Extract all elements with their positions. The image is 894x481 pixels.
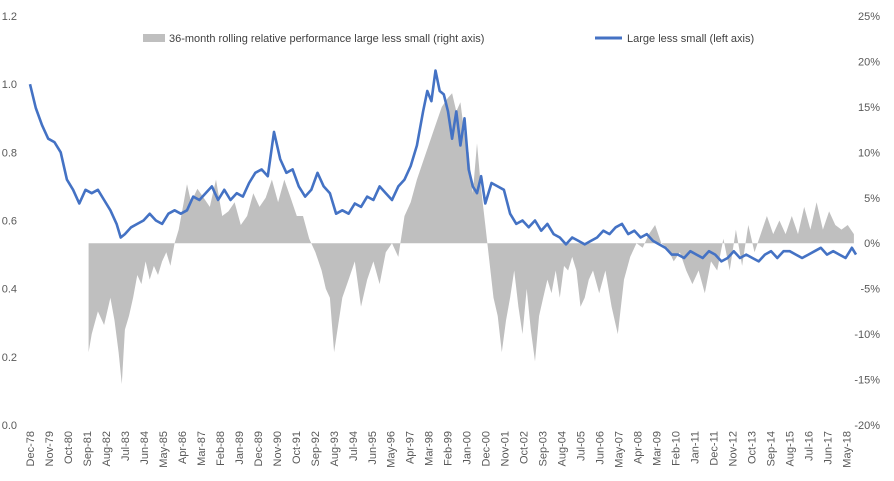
x-tick-label: Jan-00 xyxy=(462,431,474,465)
x-tick-label: Aug-04 xyxy=(557,431,569,466)
left-y-axis: 0.0 0.2 0.4 0.6 0.8 1.0 1.2 xyxy=(2,11,17,432)
x-tick-label: Dec-78 xyxy=(25,431,37,466)
right-tick-label: 0% xyxy=(864,238,880,250)
right-tick-label: 5% xyxy=(864,193,880,205)
line-series-path xyxy=(28,69,858,263)
right-tick-label: 25% xyxy=(858,11,880,23)
x-tick-label: Sep-14 xyxy=(766,431,778,466)
left-tick-label: 0.4 xyxy=(2,284,17,296)
right-tick-label: 20% xyxy=(858,56,880,68)
x-tick-label: Aug-93 xyxy=(329,431,341,466)
x-tick-label: Mar-98 xyxy=(424,431,436,466)
x-tick-label: May-18 xyxy=(841,431,853,468)
legend-label-area: 36-month rolling relative performance la… xyxy=(169,33,484,45)
x-tick-label: May-96 xyxy=(386,431,398,468)
area-series-fill xyxy=(88,93,854,385)
line-series xyxy=(28,69,858,263)
x-tick-label: Jun-17 xyxy=(822,431,834,465)
x-axis: Dec-78 Nov-79 Oct-80 Sep-81 Aug-82 Jul-83 Jun-… xyxy=(25,431,853,468)
right-tick-label: -15% xyxy=(854,375,880,387)
x-tick-label: Feb-10 xyxy=(671,431,683,466)
x-tick-label: Nov-90 xyxy=(272,431,284,466)
x-tick-label: Jun-95 xyxy=(367,431,379,465)
x-tick-label: Oct-02 xyxy=(519,431,531,464)
x-tick-label: Sep-81 xyxy=(82,431,94,466)
x-tick-label: Apr-86 xyxy=(177,431,189,464)
x-tick-label: Oct-13 xyxy=(747,431,759,464)
x-tick-label: Apr-08 xyxy=(633,431,645,464)
x-tick-label: May-85 xyxy=(158,431,170,468)
x-tick-label: Dec-00 xyxy=(481,431,493,466)
x-tick-label: Jan-11 xyxy=(690,431,702,464)
x-tick-label: Nov-79 xyxy=(44,431,56,466)
legend-label-line: Large less small (left axis) xyxy=(627,33,754,45)
x-tick-label: Jul-05 xyxy=(576,431,588,461)
right-tick-label: -20% xyxy=(854,420,880,432)
legend: 36-month rolling relative performance la… xyxy=(143,33,754,45)
x-tick-label: Dec-11 xyxy=(709,431,721,466)
x-tick-label: Oct-80 xyxy=(63,431,75,464)
left-tick-label: 1.0 xyxy=(2,79,17,91)
x-tick-label: May-07 xyxy=(614,431,626,468)
x-tick-label: Aug-15 xyxy=(784,431,796,466)
x-tick-label: Feb-99 xyxy=(443,431,455,466)
x-tick-label: Jan-89 xyxy=(234,431,246,465)
area-series xyxy=(88,93,854,385)
x-tick-label: Aug-82 xyxy=(101,431,113,466)
right-y-axis: -20% -15% -10% -5% 0% 5% 10% 15% 20% 25% xyxy=(854,11,880,432)
x-tick-label: Dec-89 xyxy=(253,431,265,466)
x-tick-label: Jul-16 xyxy=(803,431,815,461)
x-tick-label: Oct-91 xyxy=(291,431,303,464)
x-tick-label: Feb-88 xyxy=(215,431,227,466)
x-tick-label: Jul-83 xyxy=(120,431,132,461)
x-tick-label: Jun-84 xyxy=(139,431,151,465)
left-tick-label: 0.0 xyxy=(2,420,17,432)
x-tick-label: Nov-01 xyxy=(500,431,512,466)
x-tick-label: Apr-97 xyxy=(405,431,417,464)
x-tick-label: Sep-03 xyxy=(538,431,550,466)
x-tick-label: Mar-87 xyxy=(196,431,208,466)
left-tick-label: 0.8 xyxy=(2,147,17,159)
x-tick-label: Sep-92 xyxy=(310,431,322,466)
x-tick-label: Mar-09 xyxy=(652,431,664,466)
x-tick-label: Jul-94 xyxy=(348,431,360,461)
x-tick-label: Jun-06 xyxy=(595,431,607,465)
right-tick-label: 15% xyxy=(858,102,880,114)
x-tick-label: Nov-12 xyxy=(728,431,740,466)
right-tick-label: 10% xyxy=(858,147,880,159)
right-tick-label: -5% xyxy=(860,284,880,296)
left-tick-label: 0.2 xyxy=(2,352,17,364)
left-tick-label: 0.6 xyxy=(2,216,17,228)
right-tick-label: -10% xyxy=(854,329,880,341)
left-tick-label: 1.2 xyxy=(2,11,17,23)
legend-swatch-area xyxy=(143,34,165,42)
